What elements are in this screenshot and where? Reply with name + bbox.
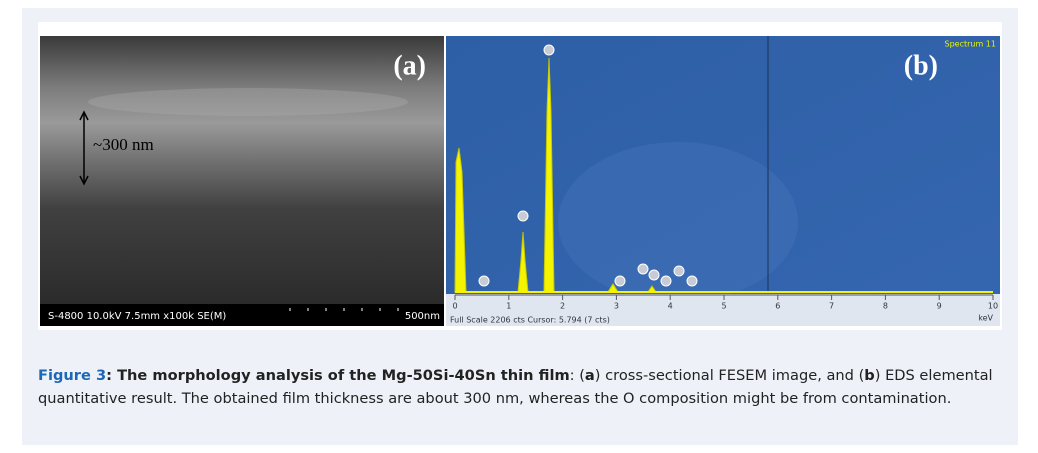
x-unit: keV — [978, 314, 993, 323]
sem-footer: S-4800 10.0kV 7.5mm x100k SE(M) — [48, 311, 226, 322]
x-tick-label: 2 — [560, 302, 565, 311]
thickness-label: ~300 nm — [93, 135, 154, 154]
figure-graphics: Elementsat.%±at.%Mg15.930.22Si77.200.72S… — [38, 22, 1002, 330]
eds-texture — [558, 142, 798, 302]
x-tick-label: 6 — [775, 302, 780, 311]
eds-footer: Full Scale 2206 cts Cursor: 5.794 (7 cts… — [450, 316, 610, 325]
x-tick-label: 1 — [506, 302, 511, 311]
x-tick-label: 7 — [829, 302, 834, 311]
x-tick-label: 9 — [937, 302, 942, 311]
x-tick-label: 4 — [668, 302, 673, 311]
x-tick-label: 8 — [883, 302, 888, 311]
caption: Figure 3: The morphology analysis of the… — [38, 364, 1002, 410]
x-tick-label: 5 — [721, 302, 726, 311]
caption-a: a — [585, 367, 595, 384]
panel-label: (a) — [393, 50, 426, 81]
caption-b: b — [864, 367, 874, 384]
caption-text: : ( — [570, 367, 585, 384]
film-texture — [88, 88, 408, 116]
sem-image — [40, 36, 444, 326]
caption-sep: : — [106, 367, 117, 384]
scale-label: 500nm — [405, 311, 440, 322]
caption-text: ) cross-sectional FESEM image, and ( — [595, 367, 865, 384]
x-tick-label: 0 — [452, 302, 457, 311]
x-tick-label: 10 — [988, 302, 998, 311]
spectrum-name: Spectrum 11 — [945, 40, 997, 49]
caption-label: Figure 3 — [38, 367, 106, 384]
caption-title: The morphology analysis of the Mg-50Si-4… — [117, 367, 570, 384]
figure: Elementsat.%±at.%Mg15.930.22Si77.200.72S… — [38, 22, 1002, 330]
x-tick-label: 3 — [614, 302, 619, 311]
panel-label: (b) — [904, 50, 938, 81]
